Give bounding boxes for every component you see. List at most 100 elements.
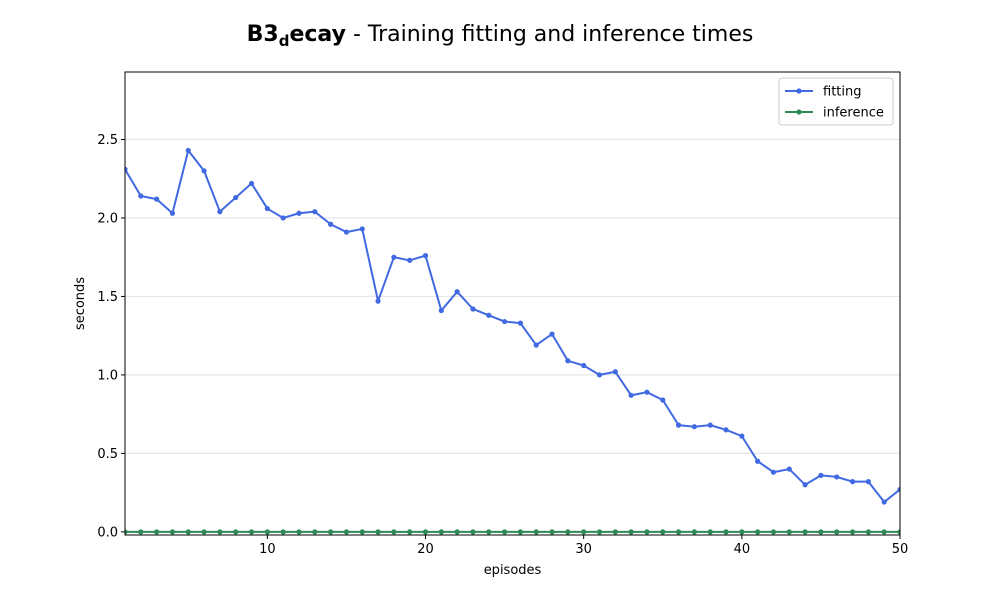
x-tick-label: 20 [417, 542, 434, 557]
data-point-fitting [644, 389, 650, 395]
data-point-inference [755, 529, 761, 535]
data-point-fitting [723, 427, 729, 433]
data-point-fitting [201, 168, 207, 174]
legend: fitting inference [778, 77, 894, 126]
data-point-fitting [454, 289, 460, 295]
data-point-fitting [612, 369, 618, 375]
tick-layer: 0.0 0.5 1.0 1.5 2.0 2.5 10 20 30 40 50 [97, 133, 908, 557]
data-point-inference [501, 529, 508, 535]
data-point-inference [248, 529, 255, 535]
data-point-fitting [770, 469, 777, 475]
plot-frame [124, 71, 901, 536]
data-point-fitting [359, 226, 365, 232]
data-point-fitting [660, 397, 666, 403]
data-point-fitting [375, 298, 381, 304]
data-point-fitting [818, 472, 824, 478]
grid-layer [125, 138, 900, 533]
data-point-fitting [438, 307, 444, 314]
data-point-fitting [881, 499, 887, 505]
y-tick-label: 2.5 [97, 133, 118, 148]
data-point-inference [818, 529, 824, 535]
data-point-inference [533, 529, 539, 535]
data-point-fitting [691, 424, 697, 430]
data-point-fitting [154, 196, 160, 202]
legend-marker-fitting [796, 88, 802, 94]
data-point-fitting [343, 229, 350, 235]
data-point-inference [612, 529, 618, 535]
data-point-fitting [565, 358, 571, 364]
data-point-inference [770, 529, 777, 535]
y-tick-label: 1.5 [97, 290, 118, 305]
data-point-fitting [675, 422, 682, 428]
title-subscript: d [278, 32, 290, 50]
data-point-fitting [138, 193, 144, 199]
title-bold-main: B3 [246, 22, 279, 47]
data-point-inference [264, 529, 270, 535]
x-axis-label: episodes [484, 563, 542, 578]
data-point-inference [660, 529, 666, 535]
data-point-fitting [422, 253, 429, 259]
data-point-inference [280, 529, 286, 535]
data-point-inference [296, 529, 302, 535]
x-tick-label: 40 [734, 542, 751, 557]
data-point-inference [312, 529, 318, 535]
data-point-fitting [628, 392, 634, 398]
data-point-inference [865, 529, 871, 535]
data-point-inference [596, 529, 603, 535]
y-tick-label: 0.5 [97, 447, 118, 462]
data-point-fitting [296, 210, 302, 216]
legend-box [778, 77, 894, 126]
data-point-inference [486, 529, 492, 535]
series-layer [125, 147, 900, 535]
data-point-inference [201, 529, 207, 535]
data-point-inference [897, 529, 900, 535]
data-point-inference [154, 529, 160, 535]
data-point-fitting [517, 320, 524, 326]
data-point-fitting [169, 210, 176, 216]
data-point-fitting [407, 257, 413, 263]
data-point-inference [359, 529, 365, 535]
data-point-inference [786, 529, 792, 535]
data-point-inference [470, 529, 476, 535]
data-point-inference [644, 529, 650, 535]
legend-marker-inference [796, 109, 802, 115]
data-point-fitting [581, 362, 587, 369]
data-point-fitting [834, 474, 840, 480]
data-point-fitting [264, 205, 270, 212]
series-line-fitting [125, 149, 900, 504]
data-point-fitting [280, 215, 286, 221]
data-point-inference [723, 529, 729, 535]
x-tick-label: 30 [575, 542, 592, 557]
data-point-inference [407, 529, 413, 535]
data-point-fitting [739, 433, 745, 439]
data-point-inference [739, 529, 745, 535]
title-bold-tail: ecay [289, 22, 346, 47]
y-tick-label: 2.0 [97, 211, 118, 226]
data-point-inference [802, 529, 808, 535]
data-point-inference [391, 529, 397, 535]
data-point-inference [691, 529, 697, 535]
data-point-fitting [849, 479, 856, 485]
data-point-inference [343, 529, 350, 535]
data-point-inference [125, 529, 128, 535]
data-point-inference [375, 529, 381, 535]
data-point-inference [707, 529, 713, 535]
title-rest: - Training fitting and inference times [345, 22, 754, 47]
data-point-fitting [501, 318, 508, 325]
data-point-inference [675, 529, 682, 535]
y-tick-label: 1.0 [97, 368, 118, 383]
data-point-inference [549, 529, 555, 535]
data-point-fitting [233, 194, 239, 201]
data-point-fitting [865, 479, 871, 485]
chart-title: B3decay - Training fitting and inference… [0, 22, 1000, 50]
data-point-fitting [328, 221, 334, 227]
data-point-fitting [802, 482, 808, 488]
data-point-inference [169, 529, 176, 535]
data-point-inference [565, 529, 571, 535]
data-point-fitting [786, 466, 792, 472]
data-point-fitting [185, 147, 191, 154]
x-tick-label: 50 [892, 542, 909, 557]
data-point-inference [517, 529, 524, 535]
